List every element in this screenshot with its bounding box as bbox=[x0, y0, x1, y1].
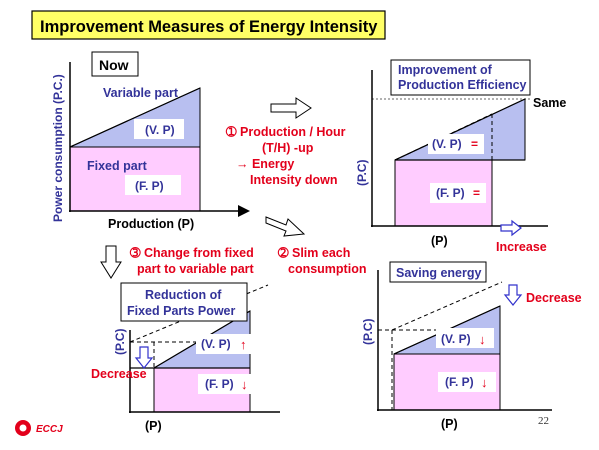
now-fp-box bbox=[125, 175, 181, 195]
measure2-line2: consumption bbox=[288, 262, 366, 276]
measure3-line2: part to variable part bbox=[137, 262, 255, 276]
fixed-reduction-title-box bbox=[120, 282, 248, 322]
now-variable-part-label: Variable part bbox=[103, 86, 179, 100]
measure1-line4: Intensity down bbox=[250, 173, 338, 187]
efficiency-vp-change: = bbox=[471, 137, 478, 151]
saving-decrease-label: Decrease bbox=[526, 291, 582, 305]
measure1-arrow-icon bbox=[270, 97, 312, 119]
measure2-text: ➁ Slim each consumption bbox=[277, 246, 366, 276]
fixed-reduction-x-axis-label: (P) bbox=[145, 419, 162, 433]
measure3-number: ➂ bbox=[129, 246, 142, 260]
saving-chart: Saving energy Decrease (V. P) ↓ (F. P) ↓… bbox=[361, 261, 582, 431]
fixed-reduction-fp-box bbox=[198, 374, 256, 394]
efficiency-vp-box bbox=[428, 134, 484, 154]
now-label-box bbox=[91, 51, 139, 77]
measure1-line3: → Energy bbox=[236, 157, 294, 171]
page-number: 22 bbox=[538, 415, 549, 427]
efficiency-fp-box bbox=[430, 183, 486, 203]
efficiency-title-box bbox=[390, 59, 531, 96]
now-label: Now bbox=[99, 57, 129, 73]
efficiency-chart: Improvement of Production Efficiency Sam… bbox=[355, 59, 566, 254]
efficiency-x-axis-label: (P) bbox=[431, 234, 448, 248]
measure3-arrow-icon bbox=[100, 245, 122, 279]
now-x-axis-label: Production (P) bbox=[108, 217, 194, 231]
measure2-line1: Slim each bbox=[292, 246, 350, 260]
now-vp-box bbox=[134, 119, 184, 139]
saving-vp-box bbox=[436, 328, 494, 348]
now-fixed-part-label: Fixed part bbox=[87, 159, 148, 173]
measure3-line1: Change from fixed bbox=[144, 246, 254, 260]
saving-fp-change: ↓ bbox=[481, 375, 488, 390]
fixed-reduction-decrease-label: Decrease bbox=[91, 367, 147, 381]
efficiency-title-line1: Improvement of bbox=[398, 63, 493, 77]
saving-title-box bbox=[389, 261, 487, 283]
measure1-line2: (T/H) -up bbox=[262, 141, 314, 155]
efficiency-increase-label: Increase bbox=[496, 240, 547, 254]
saving-vp-change: ↓ bbox=[479, 332, 486, 347]
efficiency-fp-label: (F. P) bbox=[436, 186, 465, 200]
page-title: Improvement Measures of Energy Intensity bbox=[40, 18, 378, 36]
fixed-reduction-title-line2: Fixed Parts Power bbox=[127, 304, 236, 318]
saving-decrease-arrow-icon bbox=[503, 284, 523, 306]
fixed-reduction-vp-label: (V. P) bbox=[201, 337, 231, 351]
efficiency-title-line2: Production Efficiency bbox=[398, 78, 527, 92]
fixed-reduction-vp-change: ↑ bbox=[240, 337, 247, 352]
measure1-number: ➀ bbox=[225, 125, 238, 139]
saving-x-axis-label: (P) bbox=[441, 417, 458, 431]
eccj-logo: ECCJ bbox=[15, 420, 63, 436]
saving-fp-label: (F. P) bbox=[445, 375, 474, 389]
increase-arrow-icon bbox=[500, 219, 522, 237]
now-chart: Now Variable part (V. P) Fixed part (F. … bbox=[51, 51, 250, 231]
efficiency-same-label: Same bbox=[533, 96, 566, 110]
saving-y-axis-label: (P.C) bbox=[361, 319, 375, 345]
saving-vp-label: (V. P) bbox=[441, 332, 471, 346]
fixed-reduction-chart: Reduction of Fixed Parts Power (V. P) ↑ … bbox=[91, 282, 280, 433]
efficiency-vp-label: (V. P) bbox=[432, 137, 462, 151]
efficiency-y-axis-label: (P.C) bbox=[355, 160, 369, 186]
fixed-reduction-y-axis-label: (P.C) bbox=[113, 329, 127, 355]
fixed-reduction-fp-change: ↓ bbox=[241, 377, 248, 392]
saving-fp-box bbox=[438, 372, 496, 392]
saving-title: Saving energy bbox=[396, 266, 481, 280]
eccj-logo-text: ECCJ bbox=[36, 424, 63, 435]
efficiency-fp-change: = bbox=[473, 186, 480, 200]
measure2-arrow-icon bbox=[265, 216, 306, 237]
fixed-reduction-decrease-arrow-icon bbox=[134, 346, 154, 369]
now-fp-label: (F. P) bbox=[135, 179, 164, 193]
now-vp-label: (V. P) bbox=[145, 123, 175, 137]
title-box: Improvement Measures of Energy Intensity bbox=[31, 10, 386, 40]
measure3-text: ➂ Change from fixed part to variable par… bbox=[129, 246, 255, 276]
measure1-text: ➀ Production / Hour (T/H) -up → Energy I… bbox=[225, 125, 346, 187]
fixed-reduction-vp-box bbox=[196, 334, 254, 354]
fixed-reduction-fp-label: (F. P) bbox=[205, 377, 234, 391]
now-y-axis-label: Power consumption (P.C.) bbox=[51, 74, 65, 222]
measure2-number: ➁ bbox=[277, 246, 290, 260]
fixed-reduction-title-line1: Reduction of bbox=[145, 288, 222, 302]
measure1-line1: Production / Hour bbox=[240, 125, 346, 139]
